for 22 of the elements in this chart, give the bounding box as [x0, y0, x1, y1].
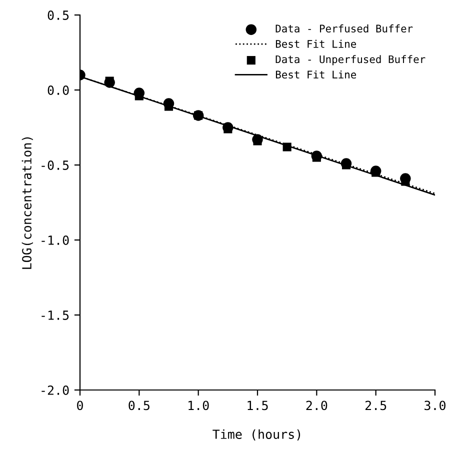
- legend-label: Best Fit Line: [276, 40, 356, 48]
- x-tick-label: 0.5: [128, 400, 150, 410]
- y-tick-label: -1.0: [42, 236, 69, 245]
- legend-label: Data - Perfused Buffer: [276, 24, 413, 32]
- x-tick-label: 2.0: [306, 400, 328, 410]
- y-tick-label: 0.0: [48, 86, 69, 95]
- y-axis-title: LOG(concentration): [22, 137, 33, 269]
- point: [372, 168, 380, 177]
- x-tick-label: 0: [77, 400, 83, 410]
- point: [224, 124, 232, 134]
- x-axis-title: Time (hours): [212, 429, 300, 440]
- point: [282, 142, 292, 152]
- legend-label: Data - Unperfused Buffer: [276, 55, 426, 66]
- y-tick-label: -1.5: [42, 310, 69, 320]
- x-tick-label: 1.5: [248, 400, 268, 410]
- y-tick-label: 0.5: [48, 10, 69, 20]
- x-tick-label: 2.5: [365, 400, 386, 410]
- y-tick-label: -0.5: [42, 160, 69, 170]
- y-tick-label: -2.0: [42, 386, 69, 395]
- legend-label: Best Fit Line: [276, 70, 356, 79]
- x-tick-label: 3.0: [424, 400, 446, 410]
- x-tick-label: 1.0: [188, 400, 209, 410]
